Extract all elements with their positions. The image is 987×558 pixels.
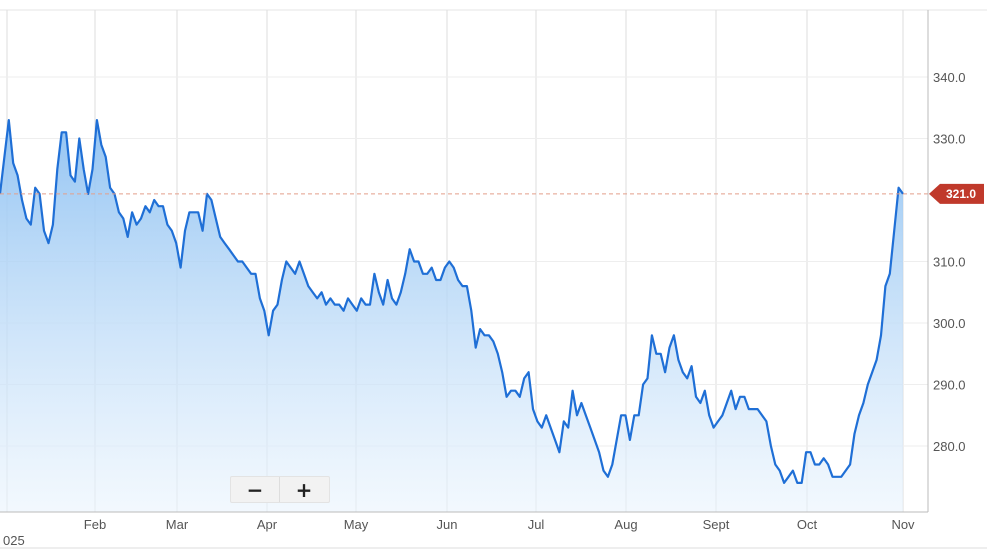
y-tick-label: 290.0 — [933, 378, 966, 393]
series-area-fill — [0, 120, 903, 512]
y-axis-labels: 340.0 330.0 310.0 300.0 290.0 280.0 — [933, 70, 966, 454]
last-price-tag: 321.0 — [929, 183, 984, 204]
x-tick-label: Jun — [437, 517, 458, 532]
zoom-controls: − + — [230, 476, 330, 503]
y-tick-label: 330.0 — [933, 132, 966, 147]
x-tick-label: Feb — [84, 517, 106, 532]
zoom-in-button[interactable]: + — [295, 477, 313, 502]
x-axis-labels: Feb Mar Apr May Jun Jul Aug Sept Oct Nov — [84, 517, 915, 532]
x-tick-label: Jul — [528, 517, 545, 532]
x-tick-label: Oct — [797, 517, 818, 532]
y-tick-label: 280.0 — [933, 439, 966, 454]
y-tick-label: 310.0 — [933, 255, 966, 270]
y-tick-label: 300.0 — [933, 316, 966, 331]
x-tick-label: Apr — [257, 517, 278, 532]
zoom-divider — [279, 477, 280, 502]
last-price-label: 321.0 — [946, 187, 976, 201]
x-axis-year-label: 025 — [3, 533, 25, 548]
x-tick-label: Mar — [166, 517, 189, 532]
x-tick-label: Sept — [703, 517, 730, 532]
series-line — [0, 119, 904, 484]
area-layer — [0, 119, 904, 512]
y-tick-label: 340.0 — [933, 70, 966, 85]
zoom-out-button[interactable]: − — [246, 477, 264, 502]
x-tick-label: May — [344, 517, 369, 532]
x-tick-label: Aug — [614, 517, 637, 532]
x-tick-label: Nov — [891, 517, 915, 532]
